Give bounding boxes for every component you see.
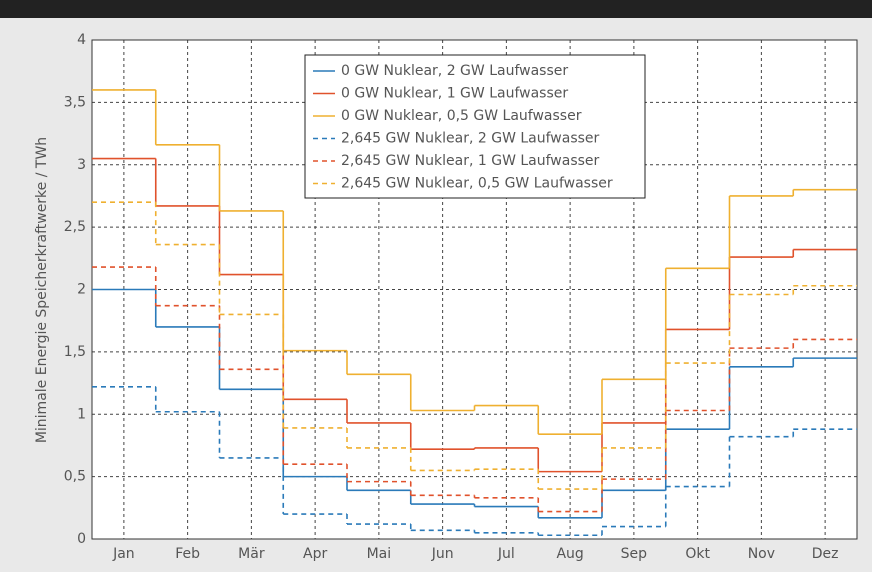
x-tick-label: Mai xyxy=(367,546,392,562)
x-tick-label: Jan xyxy=(112,546,135,562)
x-tick-label: Feb xyxy=(175,546,200,562)
legend-label: 0 GW Nuklear, 1 GW Laufwasser xyxy=(341,86,568,102)
y-tick-label: 1 xyxy=(77,406,86,422)
y-tick-label: 3 xyxy=(77,157,86,173)
legend-box xyxy=(304,54,646,199)
y-tick-label: 2,5 xyxy=(64,219,86,235)
x-tick-label: Sep xyxy=(621,546,648,562)
x-tick-label: Mär xyxy=(238,546,265,562)
legend-label: 2,645 GW Nuklear, 2 GW Laufwasser xyxy=(341,131,600,147)
x-tick-label: Aug xyxy=(556,546,583,562)
legend-label: 2,645 GW Nuklear, 0,5 GW Laufwasser xyxy=(341,176,613,192)
legend-label: 0 GW Nuklear, 2 GW Laufwasser xyxy=(341,63,568,79)
y-tick-label: 3,5 xyxy=(64,94,86,110)
legend-label: 2,645 GW Nuklear, 1 GW Laufwasser xyxy=(341,153,600,169)
x-tick-label: Jul xyxy=(497,546,515,562)
x-tick-label: Dez xyxy=(812,546,839,562)
y-tick-label: 0,5 xyxy=(64,469,86,485)
x-tick-label: Okt xyxy=(685,546,710,562)
y-axis-label: Minimale Energie Speicherkraftwerke / TW… xyxy=(34,137,50,443)
top-bar xyxy=(0,0,872,18)
y-tick-label: 4 xyxy=(77,32,86,48)
y-tick-label: 2 xyxy=(77,282,86,298)
y-tick-label: 0 xyxy=(77,531,86,547)
y-tick-label: 1,5 xyxy=(64,344,86,360)
x-tick-label: Apr xyxy=(303,546,327,562)
x-tick-label: Jun xyxy=(431,546,454,562)
legend-label: 0 GW Nuklear, 0,5 GW Laufwasser xyxy=(341,108,582,124)
x-tick-label: Nov xyxy=(748,546,775,562)
